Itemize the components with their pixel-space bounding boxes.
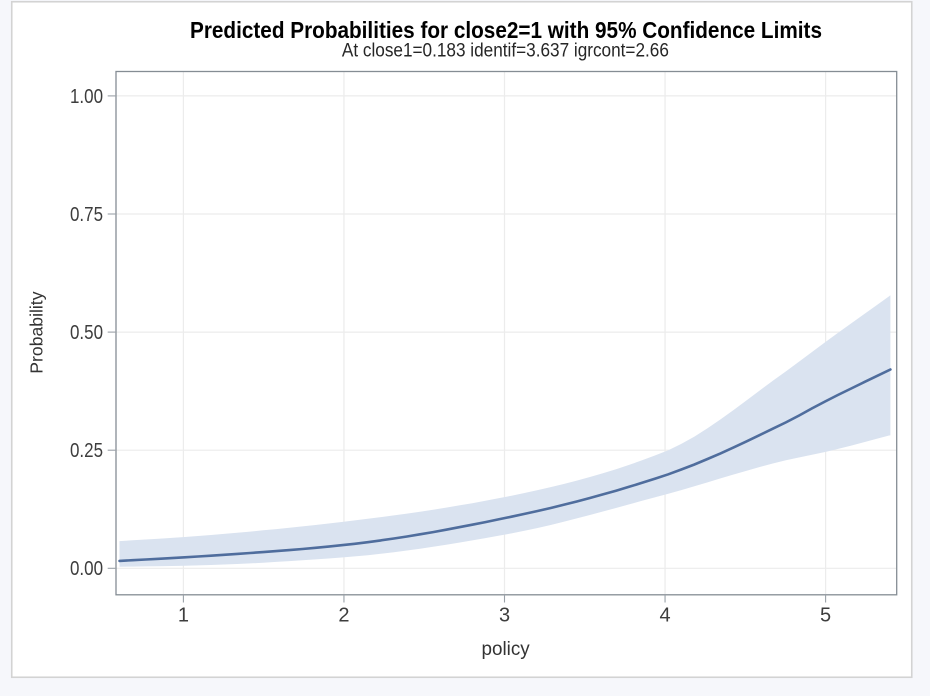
svg-text:2: 2 (338, 605, 349, 627)
svg-text:At close1=0.183 identif=3.637: At close1=0.183 identif=3.637 igrcont=2.… (342, 41, 669, 62)
svg-text:policy: policy (482, 639, 531, 660)
svg-text:3: 3 (499, 605, 510, 627)
svg-text:1: 1 (178, 605, 189, 627)
svg-text:0.75: 0.75 (70, 204, 103, 226)
svg-text:Predicted Probabilities for cl: Predicted Probabilities for close2=1 wit… (190, 17, 822, 43)
svg-text:0.00: 0.00 (70, 558, 103, 580)
svg-text:4: 4 (659, 605, 670, 627)
svg-text:0.50: 0.50 (70, 322, 103, 344)
svg-text:5: 5 (820, 605, 831, 627)
svg-text:Probability: Probability (27, 291, 47, 373)
svg-text:0.25: 0.25 (70, 440, 103, 462)
svg-text:1.00: 1.00 (70, 86, 103, 108)
